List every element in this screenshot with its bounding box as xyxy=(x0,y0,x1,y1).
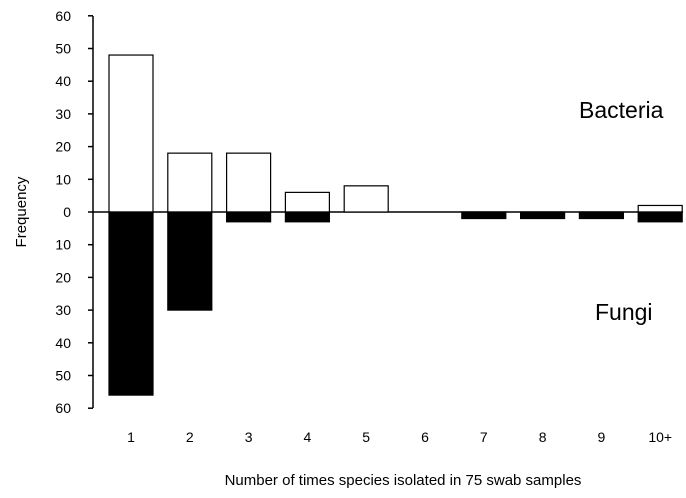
y-tick-label: 40 xyxy=(55,73,71,89)
y-tick-label: 30 xyxy=(55,106,71,122)
y-axis-label: Frequency xyxy=(13,176,30,247)
x-tick-label: 9 xyxy=(598,429,606,445)
bar-fungi-1 xyxy=(108,211,154,396)
y-tick-label: 40 xyxy=(55,335,71,351)
y-tick-label: 50 xyxy=(55,368,71,384)
y-tick-label: 0 xyxy=(63,204,71,220)
bar-bacteria-4 xyxy=(284,191,330,213)
y-tick-label: 60 xyxy=(55,400,71,416)
bar-bacteria-2 xyxy=(167,152,213,213)
bar-fungi-10plus xyxy=(637,211,683,223)
bar-fungi-8 xyxy=(519,211,566,220)
series-label-bacteria: Bacteria xyxy=(579,97,664,123)
bar-bacteria-10plus xyxy=(637,204,683,213)
y-tick-label: 30 xyxy=(55,302,71,318)
y-tick-label: 10 xyxy=(55,237,71,253)
x-tick-label: 2 xyxy=(186,429,194,445)
x-tick-label: 4 xyxy=(304,429,312,445)
x-tick-label: 10+ xyxy=(648,429,672,445)
x-tick-label: 3 xyxy=(245,429,253,445)
bar-fungi-7 xyxy=(461,211,507,220)
y-tick-label: 60 xyxy=(55,8,71,24)
bar-fungi-9 xyxy=(578,211,625,220)
bar-fungi-4 xyxy=(284,211,330,223)
x-tick-label: 1 xyxy=(127,429,135,445)
bar-bacteria-3 xyxy=(226,152,272,213)
bars xyxy=(108,54,683,396)
bar-fungi-3 xyxy=(226,211,272,223)
y-tick-label: 20 xyxy=(55,269,71,285)
y-tick-label: 50 xyxy=(55,41,71,57)
bar-fungi-2 xyxy=(167,211,213,311)
y-tick-label: 10 xyxy=(55,171,71,187)
bar-bacteria-5 xyxy=(343,185,389,213)
x-axis-label: Number of times species isolated in 75 s… xyxy=(225,472,582,489)
series-label-fungi: Fungi xyxy=(595,299,653,325)
x-tick-label: 7 xyxy=(480,429,488,445)
bar-bacteria-1 xyxy=(108,54,154,213)
x-tick-label: 5 xyxy=(362,429,370,445)
y-ticks: 60 50 40 30 20 10 0 10 20 30 40 50 60 xyxy=(55,8,93,416)
x-tick-label: 6 xyxy=(421,429,429,445)
x-ticks: 1 2 3 4 5 6 7 8 9 10+ xyxy=(127,429,672,445)
y-tick-label: 20 xyxy=(55,139,71,155)
x-tick-label: 8 xyxy=(539,429,547,445)
